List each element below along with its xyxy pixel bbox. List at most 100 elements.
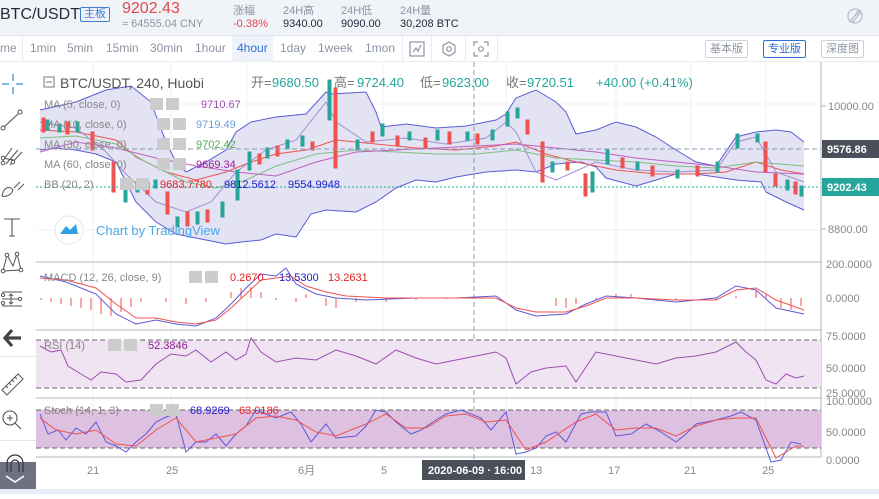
- tf-1hour[interactable]: 1hour: [195, 41, 226, 55]
- low-value: 9623.00: [442, 75, 489, 90]
- tf-30min[interactable]: 30min: [150, 41, 183, 55]
- svg-text:9554.9948: 9554.9948: [288, 179, 340, 191]
- rsi-legend[interactable]: RSI (14): [44, 340, 85, 352]
- svg-text:5: 5: [381, 465, 387, 477]
- svg-text:高=: 高=: [334, 75, 355, 90]
- svg-text:9702.42: 9702.42: [196, 139, 236, 151]
- svg-text:25: 25: [762, 465, 774, 477]
- high-label: 24H高: [283, 5, 315, 17]
- trendline-icon[interactable]: [0, 107, 26, 133]
- ma5-legend[interactable]: MA (5, close, 0): [44, 99, 120, 111]
- last-price-tag: [822, 178, 879, 196]
- svg-text:63.0186: 63.0186: [239, 405, 279, 417]
- svg-text:开=: 开=: [251, 75, 272, 90]
- chart-area[interactable]: BTC/USDT, 240, Huobi 开= 9680.50 高= 9724.…: [36, 62, 879, 494]
- cny-price: ≈ 64555.04 CNY: [122, 18, 204, 30]
- screenshot-icon[interactable]: [472, 40, 490, 58]
- svg-text:9719.49: 9719.49: [196, 119, 236, 131]
- tool-divider: [0, 356, 36, 357]
- tf-4hour[interactable]: 4hour: [232, 36, 273, 61]
- tf-time[interactable]: me: [0, 41, 17, 55]
- chart-title: BTC/USDT, 240, Huobi: [60, 75, 204, 91]
- svg-text:75.0000: 75.0000: [826, 331, 866, 343]
- svg-text:25.0000: 25.0000: [826, 388, 866, 400]
- close-value: 9720.51: [527, 75, 574, 90]
- crosshair-price-tag: [822, 140, 879, 158]
- svg-text:2020-06-09 · 16:00: 2020-06-09 · 16:00: [428, 465, 522, 477]
- tf-1week[interactable]: 1week: [318, 41, 353, 55]
- bb-legend[interactable]: BB (20, 2): [44, 179, 94, 191]
- brush-icon[interactable]: [0, 176, 26, 202]
- pattern-icon[interactable]: [0, 250, 26, 276]
- pitchfork-icon[interactable]: [0, 142, 26, 168]
- svg-text:13: 13: [530, 465, 542, 477]
- magnet-tool[interactable]: [0, 454, 36, 494]
- svg-text:21: 21: [87, 465, 99, 477]
- volume-label: 24H量: [400, 5, 432, 17]
- change-value: +40.00 (+0.41%): [596, 75, 693, 90]
- svg-text:68.9269: 68.9269: [190, 405, 230, 417]
- ma60-legend[interactable]: MA (60, close, 0): [44, 159, 127, 171]
- no-draw-icon[interactable]: [845, 6, 865, 26]
- price-axis-8800: 8800.00: [828, 224, 868, 236]
- crosshair-time-tag: [422, 460, 525, 480]
- back-arrow-icon[interactable]: [0, 325, 26, 351]
- settings-icon[interactable]: [440, 40, 458, 58]
- high-value: 9340.00: [283, 18, 323, 30]
- indicator-icon[interactable]: [408, 40, 426, 58]
- svg-text:200.0000: 200.0000: [826, 259, 872, 271]
- price-axis-10000: 10000.00: [828, 101, 874, 113]
- stoch-legend[interactable]: Stoch (14, 1, 3): [44, 405, 119, 417]
- view-basic-button[interactable]: 基本版: [705, 40, 748, 58]
- view-pro-button[interactable]: 专业版: [763, 40, 806, 58]
- svg-text:52.3846: 52.3846: [148, 340, 188, 352]
- tf-1mon[interactable]: 1mon: [365, 41, 396, 55]
- view-depth-button[interactable]: 深度图: [821, 40, 864, 58]
- tf-1day[interactable]: 1day: [280, 41, 307, 55]
- ma10-legend[interactable]: MA (10, close, 0): [44, 119, 127, 131]
- svg-text:6月: 6月: [298, 465, 315, 477]
- macd-legend[interactable]: MACD (12, 26, close, 9): [44, 272, 161, 284]
- svg-text:0.0000: 0.0000: [826, 293, 860, 305]
- text-icon[interactable]: [0, 214, 26, 240]
- svg-text:13.2631: 13.2631: [328, 272, 368, 284]
- svg-text:17: 17: [608, 465, 620, 477]
- svg-text:21: 21: [684, 465, 696, 477]
- high-value: 9724.40: [357, 75, 404, 90]
- low-value: 9090.00: [341, 18, 381, 30]
- crosshair-icon[interactable]: [0, 72, 26, 98]
- tf-15min[interactable]: 15min: [106, 41, 139, 55]
- volume-value: 30,208 BTC: [400, 18, 459, 30]
- open-value: 9680.50: [272, 75, 319, 90]
- svg-text:低=: 低=: [420, 75, 441, 90]
- tool-divider: [0, 440, 36, 441]
- svg-text:50.0000: 50.0000: [826, 363, 866, 375]
- svg-text:9812.5612: 9812.5612: [224, 179, 276, 191]
- prediction-icon[interactable]: [0, 286, 26, 312]
- magnet-icon: [5, 454, 25, 483]
- ruler-icon[interactable]: [0, 372, 26, 398]
- change-label: 涨幅: [233, 5, 255, 17]
- low-label: 24H低: [341, 5, 373, 17]
- svg-text:9669.34: 9669.34: [196, 159, 236, 171]
- zoom-in-icon[interactable]: [0, 408, 26, 434]
- change-value: -0.38%: [233, 18, 268, 30]
- svg-text:13.5300: 13.5300: [279, 272, 319, 284]
- drawing-toolbar: [0, 62, 36, 494]
- bottom-strip: [0, 489, 879, 494]
- svg-text:收=: 收=: [506, 75, 527, 90]
- svg-text:25: 25: [166, 465, 178, 477]
- tradingview-logo-icon: [60, 224, 78, 234]
- tf-1min[interactable]: 1min: [30, 41, 57, 55]
- last-price: 9202.43: [122, 0, 180, 17]
- svg-text:9710.67: 9710.67: [201, 99, 241, 111]
- market-header: BTC/USDT 主板 9202.43 ≈ 64555.04 CNY 涨幅 -0…: [0, 0, 879, 36]
- pair-title[interactable]: BTC/USDT: [0, 6, 80, 23]
- svg-text:9683.7780: 9683.7780: [160, 179, 212, 191]
- tf-5min[interactable]: 5min: [67, 41, 94, 55]
- svg-text:0.2670: 0.2670: [230, 272, 264, 284]
- ma30-legend[interactable]: MA (30, close, 0): [44, 139, 127, 151]
- svg-text:0.0000: 0.0000: [826, 455, 860, 467]
- watermark[interactable]: Chart by TradingView: [96, 223, 221, 238]
- svg-text:100.0000: 100.0000: [826, 396, 872, 408]
